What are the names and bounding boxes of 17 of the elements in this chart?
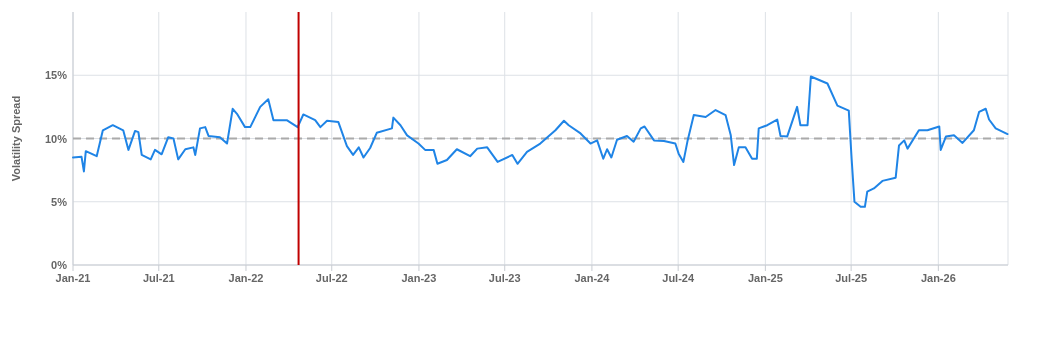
x-tick-label: Jul-23 (488, 272, 521, 284)
x-tick-label: Jul-22 (315, 272, 348, 284)
y-tick-label: 0% (51, 259, 68, 271)
x-tick-label: Jan-26 (920, 272, 956, 284)
x-tick-label: Jul-21 (142, 272, 175, 284)
y-axis-title: Volatility Spread (10, 95, 22, 182)
x-tick-label: Jul-24 (662, 272, 695, 284)
y-tick-label: 10% (44, 132, 68, 145)
y-tick-label: 5% (51, 195, 68, 208)
y-tick-label: 15% (44, 69, 68, 82)
x-tick-label: Jan-25 (747, 272, 783, 284)
x-tick-label: Jan-23 (401, 272, 437, 284)
x-tick-label: Jan-22 (228, 272, 264, 284)
x-tick-label: Jan-21 (55, 272, 91, 284)
line-series (72, 75, 1009, 208)
x-tick-label: Jul-25 (835, 272, 868, 284)
x-tick-label: Jan-24 (574, 272, 611, 284)
